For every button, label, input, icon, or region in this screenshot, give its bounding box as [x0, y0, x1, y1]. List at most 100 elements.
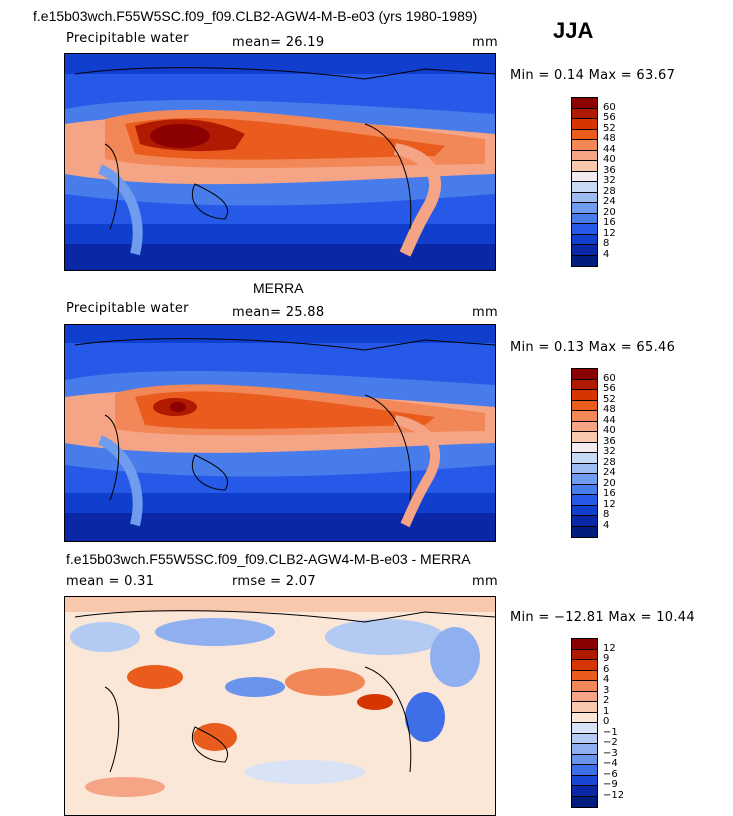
colorbar-segment	[572, 213, 597, 224]
colorbar-segment	[572, 505, 597, 516]
colorbar-segment	[572, 516, 597, 527]
panel1-colorbar	[571, 97, 598, 267]
panel2-variable: Precipitable water	[66, 301, 189, 316]
colorbar-tick-label: 32	[603, 175, 616, 186]
colorbar-tick-label: 28	[603, 185, 616, 197]
panel2-minmax: Min = 0.13 Max = 65.46	[510, 340, 676, 355]
colorbar-segment	[572, 681, 597, 692]
colorbar-segment	[572, 754, 597, 765]
colorbar-segment	[572, 150, 597, 161]
colorbar-segment	[572, 379, 597, 390]
colorbar-tick-label: 2	[603, 695, 610, 706]
colorbar-segment	[572, 796, 597, 807]
colorbar-segment	[572, 182, 597, 193]
colorbar-segment	[572, 129, 597, 140]
colorbar-segment	[572, 390, 597, 401]
colorbar-segment	[572, 639, 597, 650]
colorbar-tick-label: 20	[603, 477, 616, 489]
panel2-mean: mean= 25.88	[232, 305, 325, 320]
colorbar-tick-label: 48	[603, 404, 616, 415]
panel1-title: f.e15b03wch.F55W5SC.f09_f09.CLB2-AGW4-M-…	[33, 8, 478, 24]
colorbar-tick-label: 1	[603, 705, 610, 717]
colorbar-segment	[572, 786, 597, 797]
colorbar-tick-label: 24	[603, 467, 616, 478]
colorbar-tick-label: 44	[603, 143, 616, 155]
colorbar-segment	[572, 98, 597, 109]
season-label: JJA	[553, 18, 594, 43]
colorbar-tick-label: −6	[603, 768, 618, 780]
colorbar-segment	[572, 432, 597, 443]
colorbar-segment	[572, 526, 597, 537]
colorbar-tick-label: 40	[603, 154, 616, 165]
panel1-map	[64, 53, 496, 271]
colorbar-tick-label: 4	[603, 519, 610, 531]
colorbar-segment	[572, 733, 597, 744]
colorbar-segment	[572, 203, 597, 214]
colorbar-tick-label: 12	[603, 642, 616, 654]
panel1-map-field	[65, 54, 495, 270]
colorbar-tick-label: 36	[603, 164, 616, 176]
panel3-colorbar	[571, 638, 598, 808]
colorbar-segment	[572, 245, 597, 256]
colorbar-tick-label: 16	[603, 217, 616, 228]
colorbar-tick-label: 60	[603, 372, 616, 384]
colorbar-tick-label: 20	[603, 206, 616, 218]
colorbar-tick-label: 56	[603, 383, 616, 394]
colorbar-tick-label: 56	[603, 112, 616, 123]
panel1-mean: mean= 26.19	[232, 35, 325, 50]
colorbar-segment	[572, 495, 597, 506]
colorbar-segment	[572, 192, 597, 203]
colorbar-tick-label: 52	[603, 393, 616, 405]
panel2-colorbar	[571, 368, 598, 538]
colorbar-tick-label: 52	[603, 122, 616, 134]
colorbar-segment	[572, 369, 597, 380]
panel1-units: mm	[472, 35, 498, 50]
colorbar-tick-label: −3	[603, 747, 618, 759]
panel3-mean: mean = 0.31	[66, 574, 155, 589]
colorbar-segment	[572, 463, 597, 474]
colorbar-segment	[572, 171, 597, 182]
colorbar-tick-label: 0	[603, 716, 610, 727]
colorbar-tick-label: 44	[603, 414, 616, 426]
colorbar-tick-label: −9	[603, 779, 618, 790]
colorbar-segment	[572, 161, 597, 172]
colorbar-segment	[572, 224, 597, 235]
colorbar-segment	[572, 234, 597, 245]
colorbar-tick-label: −4	[603, 758, 618, 769]
colorbar-tick-label: 4	[603, 674, 610, 685]
panel1-variable: Precipitable water	[66, 31, 189, 46]
colorbar-segment	[572, 255, 597, 266]
colorbar-segment	[572, 108, 597, 119]
panel2-title: MERRA	[253, 280, 304, 296]
colorbar-segment	[572, 474, 597, 485]
colorbar-tick-label: 9	[603, 653, 610, 664]
colorbar-segment	[572, 670, 597, 681]
colorbar-segment	[572, 442, 597, 453]
colorbar-segment	[572, 421, 597, 432]
colorbar-tick-label: 12	[603, 498, 616, 510]
colorbar-segment	[572, 744, 597, 755]
colorbar-segment	[572, 660, 597, 671]
colorbar-tick-label: −1	[603, 726, 618, 738]
panel2-map-field	[65, 325, 495, 541]
colorbar-tick-label: 3	[603, 684, 610, 696]
panel3-map	[64, 596, 496, 816]
colorbar-segment	[572, 775, 597, 786]
panel3-units: mm	[472, 574, 498, 589]
colorbar-segment	[572, 411, 597, 422]
colorbar-tick-label: −12	[603, 789, 625, 801]
colorbar-segment	[572, 119, 597, 130]
colorbar-tick-label: 8	[603, 509, 610, 520]
panel1-minmax: Min = 0.14 Max = 63.67	[510, 68, 676, 83]
colorbar-segment	[572, 691, 597, 702]
colorbar-tick-label: 32	[603, 446, 616, 457]
colorbar-tick-label: 24	[603, 196, 616, 207]
colorbar-segment	[572, 484, 597, 495]
colorbar-tick-label: −2	[603, 737, 618, 748]
colorbar-segment	[572, 723, 597, 734]
colorbar-tick-label: 6	[603, 663, 610, 675]
colorbar-tick-label: 4	[603, 248, 610, 260]
colorbar-tick-label: 16	[603, 488, 616, 499]
colorbar-tick-label: 60	[603, 101, 616, 113]
colorbar-segment	[572, 649, 597, 660]
